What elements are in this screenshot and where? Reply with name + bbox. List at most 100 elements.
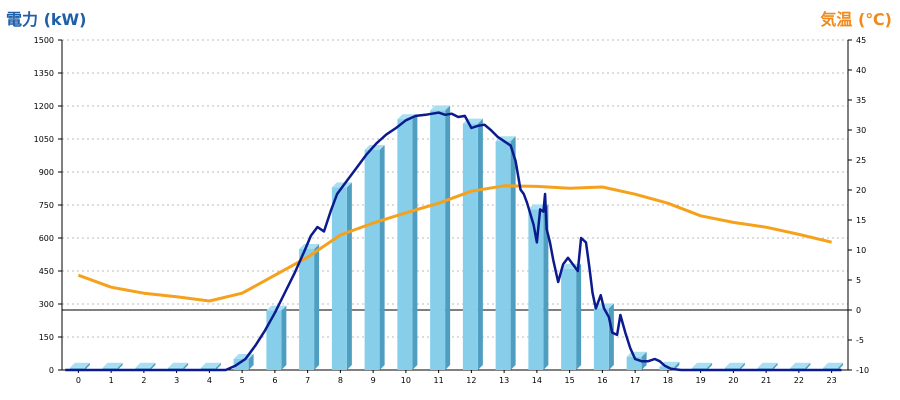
x-tick-label: 19 <box>696 376 706 385</box>
bar-side <box>477 118 483 370</box>
bar-side <box>379 145 385 370</box>
bar-side <box>117 362 123 370</box>
right-tick-label: -5 <box>856 336 864 345</box>
x-tick-label: 21 <box>761 376 771 385</box>
bar-side <box>805 362 811 370</box>
x-tick-label: 4 <box>207 376 212 385</box>
right-axis-title: 気温 (℃) <box>820 10 892 29</box>
x-tick-label: 12 <box>466 376 476 385</box>
bar-top <box>69 362 90 368</box>
bar-side <box>739 362 745 370</box>
bar-top <box>724 362 745 368</box>
bar-side <box>248 354 254 370</box>
bar <box>331 187 347 370</box>
x-tick-label: 2 <box>141 376 146 385</box>
x-tick-label: 16 <box>597 376 607 385</box>
bar-top <box>299 244 320 249</box>
x-tick-label: 23 <box>827 376 837 385</box>
bar <box>299 249 315 370</box>
x-tick-label: 3 <box>174 376 179 385</box>
bar-top <box>135 362 156 368</box>
x-tick-label: 1 <box>109 376 114 385</box>
x-tick-label: 8 <box>338 376 343 385</box>
bar <box>659 366 675 370</box>
x-tick-label: 7 <box>305 376 310 385</box>
x-tick-label: 18 <box>663 376 673 385</box>
bar <box>266 310 282 370</box>
x-tick-label: 13 <box>499 376 509 385</box>
bar-side <box>445 105 451 371</box>
bar <box>397 119 413 370</box>
bar-top <box>200 362 221 368</box>
bar-top <box>823 362 844 368</box>
bar <box>364 150 380 370</box>
x-tick-label: 22 <box>794 376 804 385</box>
left-tick-label: 900 <box>39 168 54 177</box>
bar-side <box>543 204 549 370</box>
bar <box>462 123 478 370</box>
bar-top <box>790 362 811 368</box>
x-tick-label: 10 <box>401 376 411 385</box>
bar-side <box>412 114 418 370</box>
bar-side <box>707 362 713 370</box>
right-tick-label: 10 <box>856 246 866 255</box>
right-tick-label: 45 <box>856 36 866 45</box>
bar-side <box>281 305 287 370</box>
bar-side <box>772 362 778 370</box>
left-tick-label: 1350 <box>34 69 54 78</box>
bar-side <box>576 263 582 370</box>
bar-top <box>102 362 123 368</box>
bar-top <box>331 182 352 188</box>
left-tick-label: 150 <box>39 333 54 342</box>
right-tick-label: 35 <box>856 96 866 105</box>
bar-top <box>168 362 189 368</box>
bar-side <box>674 361 680 370</box>
bar-top <box>364 145 385 150</box>
bar-side <box>346 182 352 370</box>
power-line <box>65 111 842 372</box>
bar-side <box>215 362 221 370</box>
bar <box>495 141 511 370</box>
bar <box>593 308 609 370</box>
left-tick-label: 1200 <box>34 102 54 111</box>
left-tick-label: 0 <box>49 366 54 375</box>
left-tick-label: 300 <box>39 300 54 309</box>
right-tick-label: 0 <box>856 306 861 315</box>
x-tick-label: 9 <box>371 376 376 385</box>
temperature-line <box>77 184 832 303</box>
right-tick-label: 25 <box>856 156 866 165</box>
bar <box>430 110 446 371</box>
x-tick-label: 6 <box>272 376 277 385</box>
bar-side <box>314 244 320 370</box>
x-tick-label: 20 <box>728 376 738 385</box>
bar-side <box>150 362 156 370</box>
right-tick-label: 30 <box>856 126 866 135</box>
left-tick-label: 450 <box>39 267 54 276</box>
left-tick-label: 600 <box>39 234 54 243</box>
bar <box>561 268 577 370</box>
right-tick-label: 20 <box>856 186 866 195</box>
x-tick-label: 17 <box>630 376 640 385</box>
right-tick-label: -10 <box>856 366 869 375</box>
bar-top <box>430 105 451 111</box>
bar-side <box>510 136 516 370</box>
x-tick-label: 11 <box>434 376 444 385</box>
bar-side <box>608 303 614 370</box>
left-tick-label: 1500 <box>34 36 54 45</box>
bar-side <box>84 362 90 370</box>
left-tick-label: 1050 <box>34 135 54 144</box>
left-tick-label: 750 <box>39 201 54 210</box>
x-tick-label: 0 <box>76 376 81 385</box>
bar-side <box>838 362 844 370</box>
right-tick-label: 5 <box>856 276 861 285</box>
bar <box>528 209 544 370</box>
bar <box>233 359 249 370</box>
left-axis-title: 電力 (kW) <box>6 10 87 29</box>
right-tick-label: 15 <box>856 216 866 225</box>
bar-top <box>692 362 713 368</box>
x-tick-label: 14 <box>532 376 542 385</box>
bar-top <box>757 362 778 368</box>
bar-side <box>183 362 189 370</box>
right-tick-label: 40 <box>856 66 866 75</box>
